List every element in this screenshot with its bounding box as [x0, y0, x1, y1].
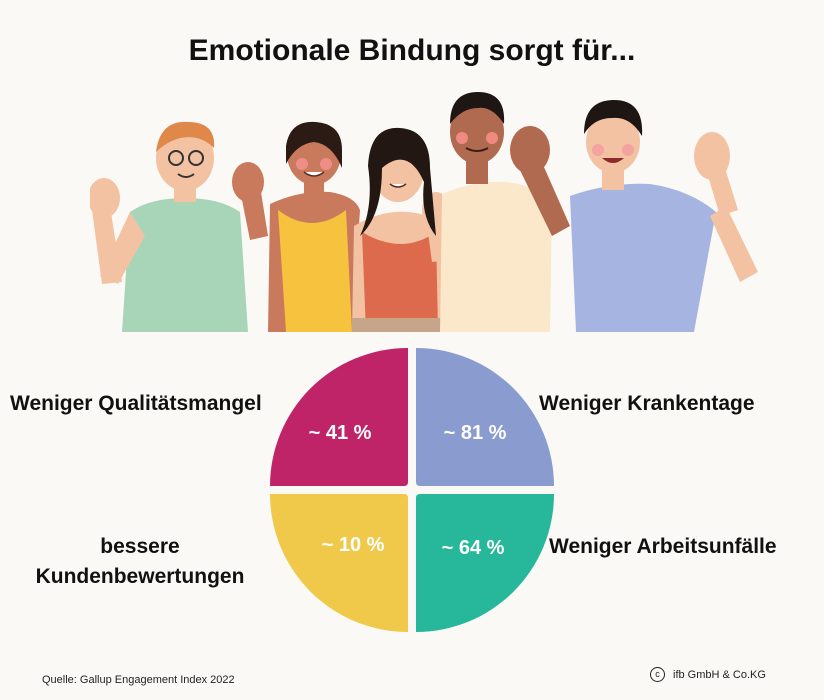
- person-yellow-top: [232, 121, 360, 332]
- quadrant-top-right: [416, 348, 554, 486]
- person-blue-shirt: [570, 100, 758, 332]
- copyright-note: c ifb GmbH & Co.KG: [650, 667, 766, 682]
- person-cream-shirt: [440, 92, 570, 332]
- value-bottom-right: ~ 64 %: [442, 537, 505, 559]
- value-top-right: ~ 81 %: [444, 422, 507, 444]
- label-top-right: Weniger Krankentage: [539, 392, 755, 415]
- value-top-left: ~ 41 %: [309, 422, 372, 444]
- label-bottom-right: Weniger Arbeitsunfälle: [549, 535, 777, 558]
- copyright-icon: c: [650, 667, 665, 682]
- company-name: ifb GmbH & Co.KG: [673, 668, 766, 681]
- page-title: Emotionale Bindung sorgt für...: [188, 34, 636, 67]
- quadrant-bottom-right: [416, 494, 554, 632]
- label-bottom-left: bessere Kundenbewertungen: [35, 535, 245, 588]
- person-green-shirt: [90, 121, 248, 332]
- label-top-left: Weniger Qualitätsmangel: [10, 392, 262, 415]
- source-note: Quelle: Gallup Engagement Index 2022: [42, 674, 235, 686]
- quadrant-top-left: [270, 348, 408, 486]
- quadrant-graphic: ~ 41 % ~ 81 % ~ 64 % ~ 10 %: [270, 348, 554, 632]
- person-orange-top: [352, 127, 450, 332]
- waving-people-illustration: [90, 92, 758, 332]
- quadrant-bottom-left: [270, 494, 408, 632]
- value-bottom-left: ~ 10 %: [322, 534, 385, 556]
